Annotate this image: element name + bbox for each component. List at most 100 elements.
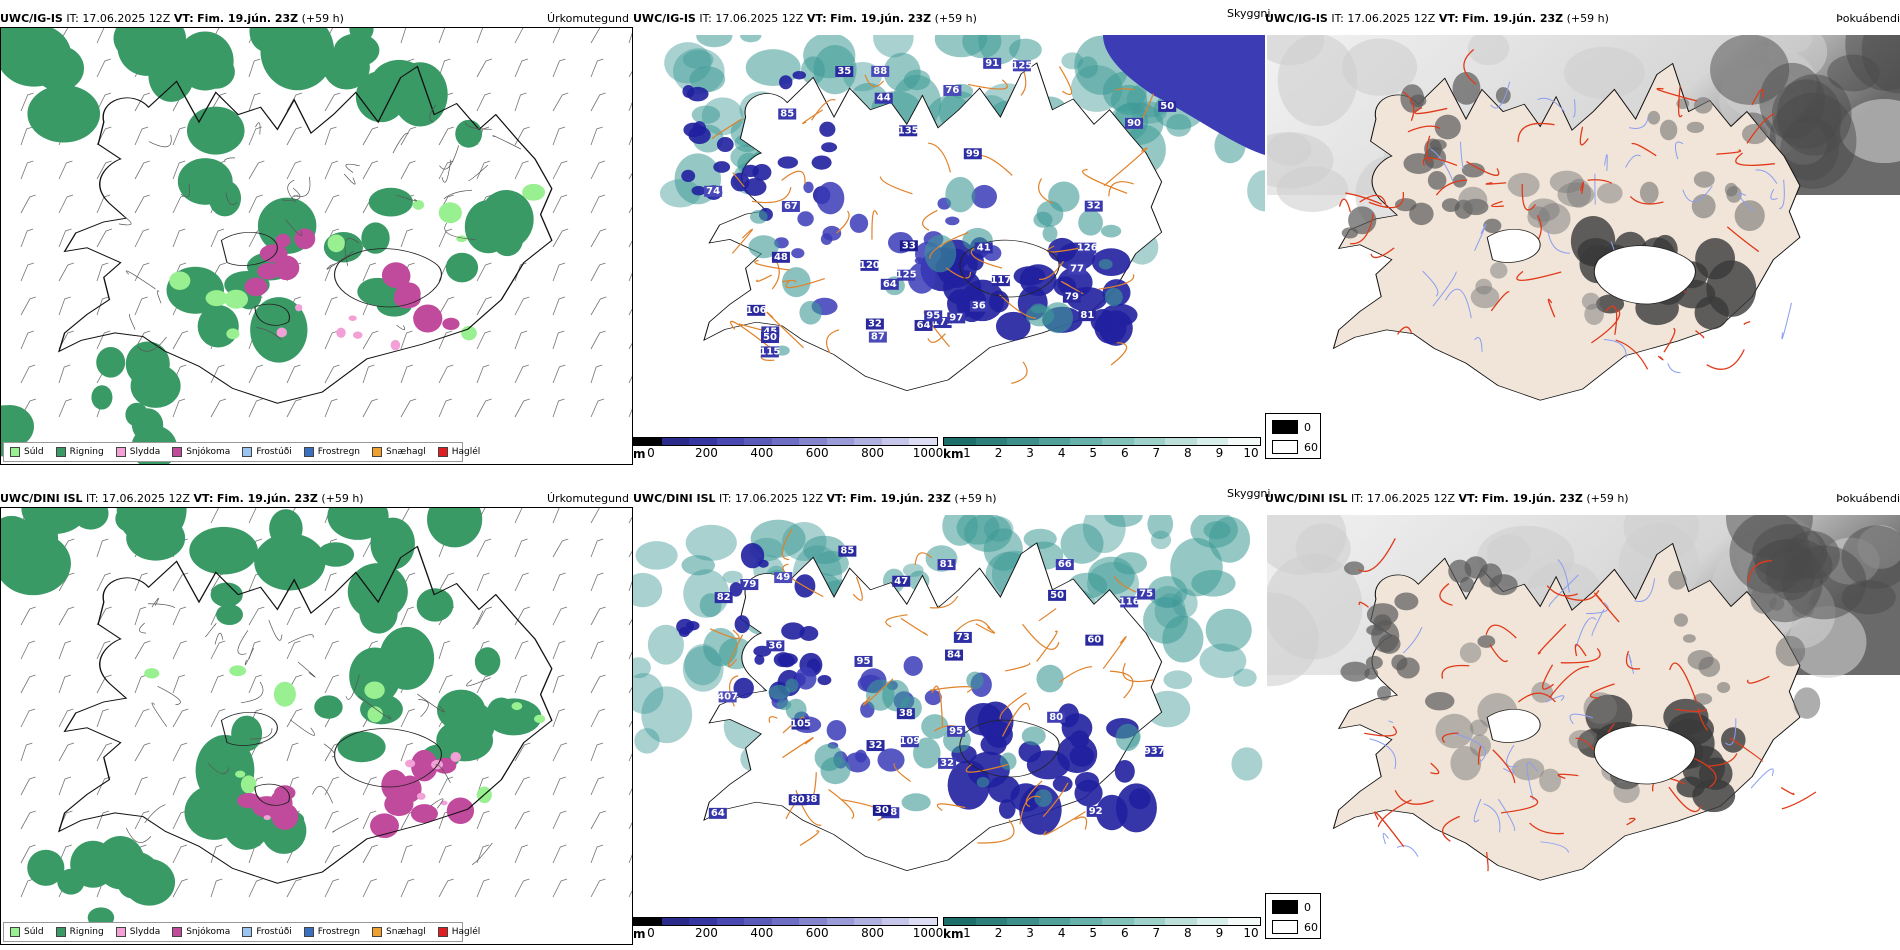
roads <box>125 597 493 865</box>
colorbar-tick: 9 <box>1215 446 1224 460</box>
visibility-value: 171 <box>932 317 953 328</box>
visibility-label: Skyggni <box>1227 7 1271 20</box>
legend-item-frostúði: Frostúði <box>242 447 292 457</box>
visibility-marker <box>704 185 723 197</box>
visibility-marker <box>1055 559 1074 571</box>
height-colorbar: m 0 200 400 600 800 1000 <box>633 437 943 461</box>
fog-legend: 0 60 <box>1265 893 1321 939</box>
colorbar-tick: 400 <box>750 446 774 460</box>
colorbar-tick: 0 <box>647 446 655 460</box>
precip-type-label: Úrkomutegund <box>547 12 629 25</box>
fog-map-svg <box>1267 35 1900 445</box>
legend-swatch <box>172 447 183 457</box>
visibility-panel-title: UWC/IG-IS IT: 17.06.2025 12Z VT: Fim. 19… <box>633 12 977 25</box>
colorbar-tick: 8 <box>1184 446 1192 460</box>
legend-item-snæhagl: Snæhagl <box>372 447 426 457</box>
low-visibility-areas <box>681 70 1138 356</box>
visibility-marker <box>760 346 779 358</box>
legend-swatch-white <box>1272 920 1298 934</box>
legend-label: Rigning <box>69 447 104 457</box>
visibility-value: 36 <box>768 640 782 651</box>
precip-map-svg <box>1 28 632 464</box>
visibility-marker <box>1086 805 1105 817</box>
legend-item-frostúði: Frostúði <box>242 927 292 937</box>
colorbar-tick: 1000 <box>912 926 944 940</box>
legend-item-snæhagl: Snæhagl <box>372 927 426 937</box>
visibility-value: 135 <box>898 125 919 136</box>
visibility-marker <box>1158 100 1177 112</box>
legend-swatch <box>172 927 183 937</box>
visibility-marker <box>1078 242 1097 254</box>
visibility-value: 92 <box>1089 806 1103 817</box>
fog-map <box>1267 515 1900 945</box>
precip-legend: Súld Rigning Slydda Snjókoma Frostúði Frostre… <box>3 922 480 942</box>
visibility-value: 82 <box>717 592 731 603</box>
visibility-marker <box>708 807 727 819</box>
precip-panel-title: UWC/DINI ISL IT: 17.06.2025 12Z VT: Fim.… <box>0 492 364 505</box>
visibility-marker <box>900 736 919 748</box>
colorbar-tick: 2 <box>994 446 1003 460</box>
legend-swatch <box>55 927 66 937</box>
colorbar-tick: 10 <box>1243 446 1259 460</box>
rivers <box>1422 81 1792 374</box>
visibility-value: 937 <box>1144 746 1165 757</box>
legend-label: Slydda <box>129 927 161 937</box>
colorbar-tick: 6 <box>1120 926 1129 940</box>
fog-map-svg <box>1267 515 1900 945</box>
visibility-value: 32 <box>869 740 883 751</box>
visibility-value: 64 <box>917 320 931 331</box>
legend-item-rigning: Rigning <box>55 447 104 457</box>
visibility-value: 30 <box>875 805 889 816</box>
visibility-value: 36 <box>972 301 986 312</box>
legend-label: Haglél <box>451 927 481 937</box>
visibility-value: 125 <box>896 270 917 281</box>
colorbar-tick: 7 <box>1152 926 1161 940</box>
precip-panel-title: UWC/IG-IS IT: 17.06.2025 12Z VT: Fim. 19… <box>0 12 344 25</box>
visibility-value: 80 <box>791 794 805 805</box>
visibility-value: 45 <box>763 326 777 337</box>
legend-item-slydda: Slydda <box>115 927 161 937</box>
visibility-label: Skyggni <box>1227 487 1271 500</box>
visibility-marker <box>899 240 918 252</box>
colorbar-unit: km <box>943 447 964 461</box>
visibility-marker <box>1078 310 1097 322</box>
visibility-value: 47 <box>894 576 908 587</box>
low-visibility-areas <box>676 543 1157 835</box>
precip-map: Súld Rigning Slydda Snjókoma Frostúði Frostre… <box>0 27 633 465</box>
height-colorbar: m 0 200 400 600 800 1000 <box>633 917 943 941</box>
visibility-marker <box>791 718 810 730</box>
legend-label: Rigning <box>69 927 104 937</box>
legend-label: Súld <box>24 447 44 457</box>
colorbar-tick: 3 <box>1026 446 1034 460</box>
visibility-marker <box>1145 745 1164 757</box>
colorbar-tick: 800 <box>861 446 885 460</box>
legend-swatch <box>10 447 20 457</box>
visibility-value: 91 <box>985 58 999 69</box>
visibility-value: 41 <box>977 242 991 253</box>
legend-label: Frostúði <box>256 447 292 457</box>
colorbar-swatches <box>633 917 938 926</box>
colorbar-tick: 5 <box>1089 926 1098 940</box>
visibility-marker <box>896 708 915 720</box>
fog-index-label: Þokuábendi <box>1836 492 1900 505</box>
visibility-marker <box>740 579 759 591</box>
visibility-marker <box>1012 60 1031 72</box>
legend-label: Frostregn <box>317 447 361 457</box>
legend-label: Slydda <box>129 447 161 457</box>
visibility-value: 95 <box>926 310 940 321</box>
roads <box>1358 538 1817 872</box>
visibility-marker <box>838 545 857 557</box>
visibility-marker <box>835 66 854 78</box>
visibility-marker <box>974 242 993 254</box>
colorbar-swatches <box>633 437 938 446</box>
colorbar-tick: 400 <box>750 926 774 940</box>
legend-swatch <box>115 927 126 937</box>
legend-item-súld: Súld <box>10 447 44 457</box>
legend-swatch <box>115 447 126 457</box>
legend-swatch <box>372 927 383 937</box>
legend-label-60: 60 <box>1304 440 1318 454</box>
fog-panel-row2: UWC/DINI ISL IT: 17.06.2025 12Z VT: Fim.… <box>1265 490 1900 945</box>
colorbar-tick: 4 <box>1057 926 1066 940</box>
visibility-marker <box>801 793 820 805</box>
visibility-marker <box>1137 588 1156 600</box>
